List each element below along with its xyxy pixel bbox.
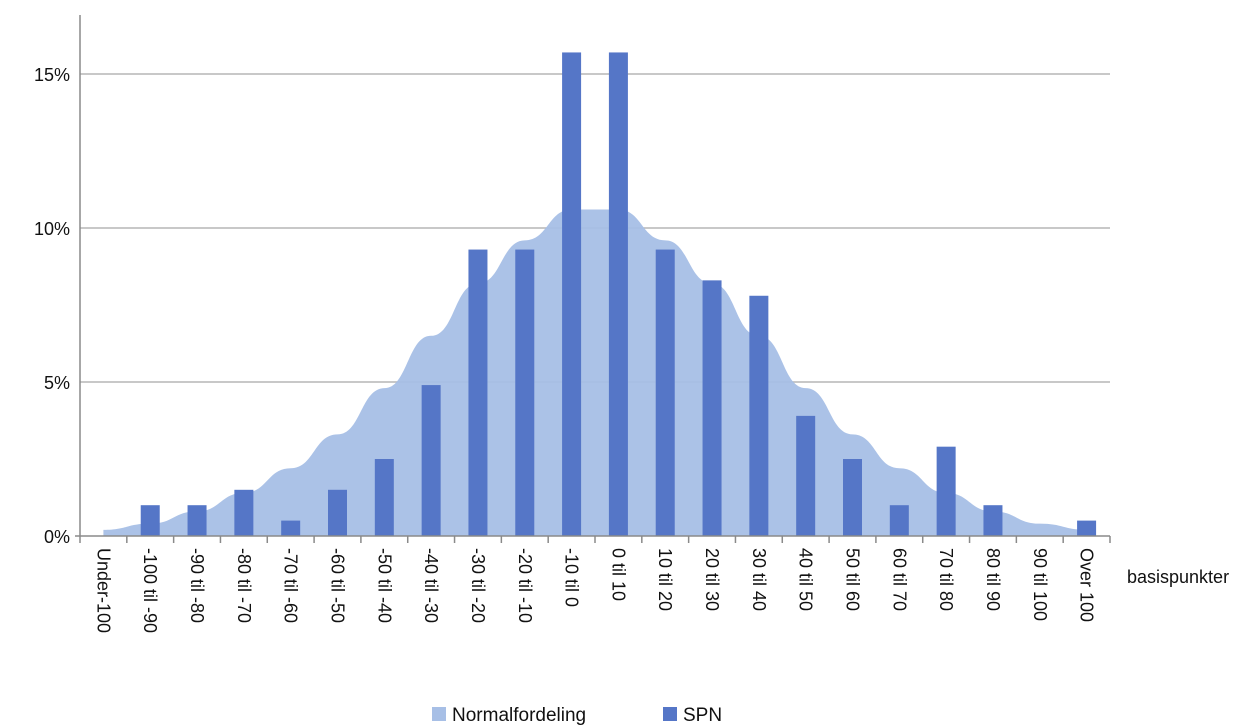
x-tick-label: 40 til 50 bbox=[796, 548, 816, 611]
bar-spn-0-til-10 bbox=[608, 52, 628, 536]
x-tick-label: Over 100 bbox=[1077, 548, 1097, 622]
x-tick-label: 0 til 10 bbox=[608, 548, 628, 601]
x-tick-label: 10 til 20 bbox=[655, 548, 675, 611]
x-tick-label: -70 til -60 bbox=[281, 548, 301, 623]
normal-distribution-area bbox=[103, 209, 1087, 536]
bar-spn-80-til-70 bbox=[234, 489, 254, 536]
bar-spn-100-til-90 bbox=[140, 505, 160, 536]
bar-spn-40-til-30 bbox=[421, 385, 441, 536]
x-tick-label: -100 til -90 bbox=[140, 548, 160, 633]
y-tick-label: 10% bbox=[34, 219, 70, 239]
x-axis-title: basispunkter bbox=[1127, 567, 1229, 587]
y-tick-labels: 0% 5% 10% 15% bbox=[34, 65, 70, 547]
bar-spn-20-til-30 bbox=[702, 280, 722, 536]
legend-label-normalfordeling: Normalfordeling bbox=[452, 705, 586, 725]
bar-spn-20-til-10 bbox=[515, 249, 535, 536]
bar-spn-over-100 bbox=[1077, 520, 1097, 536]
x-tick-label: 20 til 30 bbox=[702, 548, 722, 611]
x-tick-label: -90 til -80 bbox=[187, 548, 207, 623]
bar-spn-50-til-60 bbox=[843, 459, 862, 536]
y-tick-label: 5% bbox=[44, 373, 70, 393]
x-tick-label: -20 til -10 bbox=[515, 548, 535, 623]
x-tick-labels: Under-100 -100 til -90 -90 til -80 -80 til … bbox=[93, 548, 1096, 633]
x-tick-label: Under-100 bbox=[93, 548, 113, 633]
bar-spn-70-til-60 bbox=[281, 520, 301, 536]
x-tick-label: 80 til 90 bbox=[983, 548, 1003, 611]
x-tick-label: -50 til -40 bbox=[374, 548, 394, 623]
bar-spn-50-til-40 bbox=[374, 459, 394, 536]
area-normalfordeling bbox=[103, 209, 1087, 536]
x-tick-label: 50 til 60 bbox=[843, 548, 863, 611]
bar-spn-30-til-40 bbox=[749, 295, 769, 536]
x-tick-label: -30 til -20 bbox=[468, 548, 488, 623]
legend-swatch-spn bbox=[663, 707, 677, 721]
x-tick-label: -40 til -30 bbox=[421, 548, 441, 623]
spn-bars bbox=[140, 52, 1097, 536]
y-tick-label: 15% bbox=[34, 65, 70, 85]
legend: Normalfordeling SPN bbox=[432, 705, 722, 725]
x-tick-label: 30 til 40 bbox=[749, 548, 769, 611]
x-tick-label: -10 til 0 bbox=[562, 548, 582, 607]
legend-swatch-normalfordeling bbox=[432, 707, 446, 721]
y-tick-label: 0% bbox=[44, 527, 70, 547]
axes bbox=[75, 15, 1111, 543]
x-tick-label: 70 til 80 bbox=[936, 548, 956, 611]
bar-spn-40-til-50 bbox=[796, 415, 816, 536]
bar-spn-60-til-70 bbox=[889, 505, 909, 536]
x-tick-label: 90 til 100 bbox=[1030, 548, 1050, 621]
bar-spn-80-til-90 bbox=[983, 505, 1003, 536]
x-tick-label: 60 til 70 bbox=[889, 548, 909, 611]
bar-spn-70-til-80 bbox=[936, 446, 956, 536]
x-tick-label: -80 til -70 bbox=[234, 548, 254, 623]
bar-spn-60-til-50 bbox=[328, 489, 347, 536]
x-tick-label: -60 til -50 bbox=[328, 548, 348, 623]
bar-spn-10-til-0 bbox=[562, 52, 582, 536]
bar-spn-90-til-80 bbox=[187, 505, 207, 536]
bar-spn-10-til-20 bbox=[655, 249, 675, 536]
legend-label-spn: SPN bbox=[683, 705, 722, 725]
bar-spn-30-til-20 bbox=[468, 249, 488, 536]
